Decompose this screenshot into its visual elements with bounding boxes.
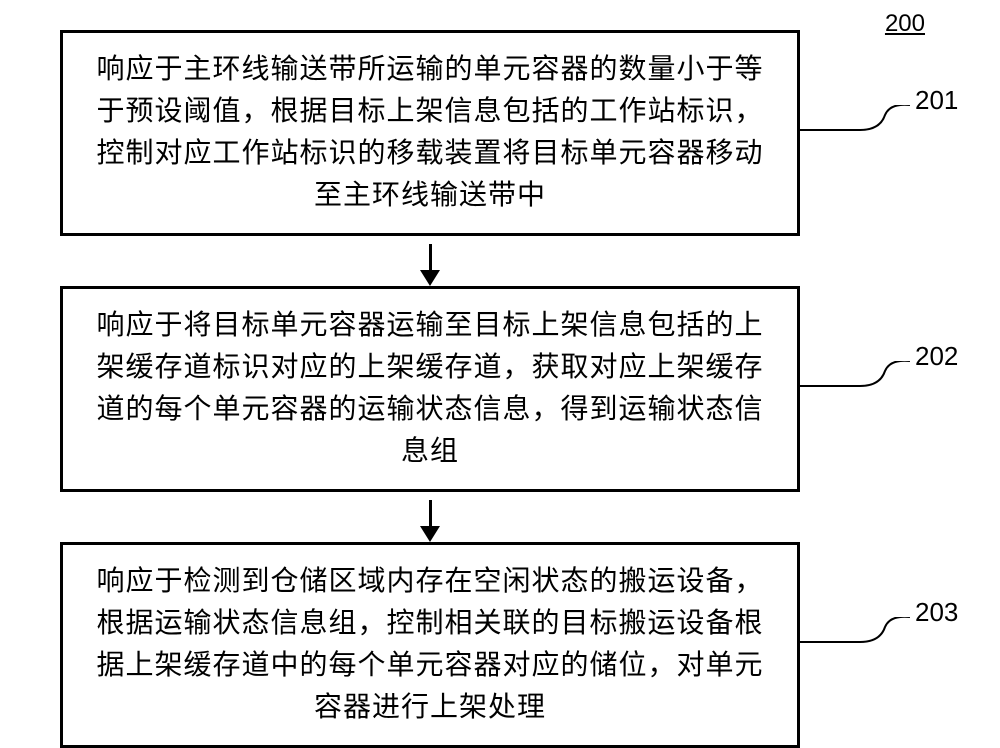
step-text-1: 响应于主环线输送带所运输的单元容器的数量小于等于预设阈值，根据目标上架信息包括的… (83, 49, 777, 217)
step-text-3: 响应于检测到仓储区域内存在空闲状态的搬运设备，根据运输状态信息组，控制相关联的目… (83, 561, 777, 729)
step-row-2: 响应于将目标单元容器运输至目标上架信息包括的上架缓存道标识对应的上架缓存道，获取… (60, 286, 940, 492)
arrow-2-3 (60, 492, 800, 542)
connector-1 (800, 105, 930, 155)
step-row-3: 响应于检测到仓储区域内存在空闲状态的搬运设备，根据运输状态信息组，控制相关联的目… (60, 542, 940, 748)
step-row-1: 响应于主环线输送带所运输的单元容器的数量小于等于预设阈值，根据目标上架信息包括的… (60, 30, 940, 236)
arrow-head (420, 526, 440, 542)
step-number-2: 202 (915, 341, 958, 372)
step-number-3: 203 (915, 597, 958, 628)
flowchart-container: 响应于主环线输送带所运输的单元容器的数量小于等于预设阈值，根据目标上架信息包括的… (60, 30, 940, 748)
step-box-1: 响应于主环线输送带所运输的单元容器的数量小于等于预设阈值，根据目标上架信息包括的… (60, 30, 800, 236)
connector-2 (800, 361, 930, 411)
step-box-2: 响应于将目标单元容器运输至目标上架信息包括的上架缓存道标识对应的上架缓存道，获取… (60, 286, 800, 492)
step-box-3: 响应于检测到仓储区域内存在空闲状态的搬运设备，根据运输状态信息组，控制相关联的目… (60, 542, 800, 748)
arrow-1-2 (60, 236, 800, 286)
step-number-1: 201 (915, 85, 958, 116)
connector-3 (800, 617, 930, 667)
arrow-head (420, 270, 440, 286)
step-text-2: 响应于将目标单元容器运输至目标上架信息包括的上架缓存道标识对应的上架缓存道，获取… (83, 305, 777, 473)
